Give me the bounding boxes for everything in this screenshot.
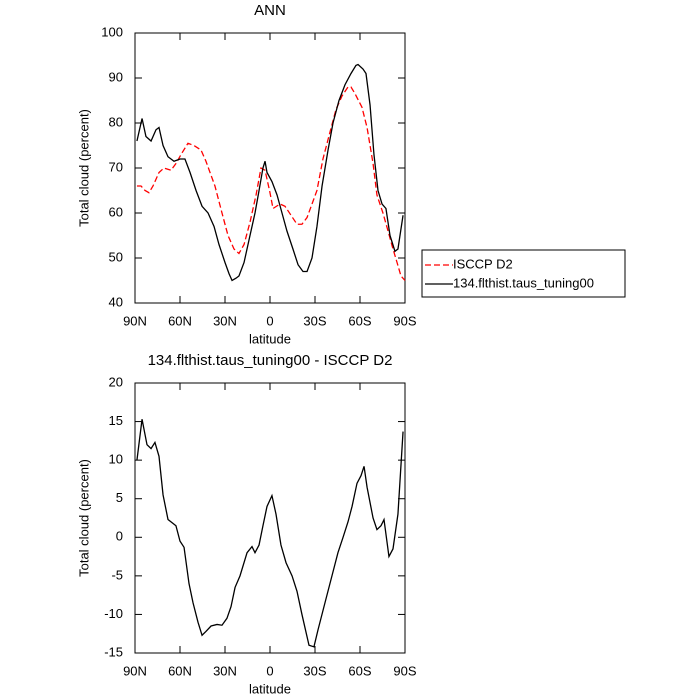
- y-tick-label: 5: [116, 490, 123, 505]
- x-tick-label: 60N: [168, 313, 192, 328]
- y-tick-label: 60: [109, 204, 123, 219]
- y-tick-label: 20: [109, 374, 123, 389]
- x-tick-label: 30S: [303, 663, 326, 678]
- plot-frame: [134, 382, 406, 654]
- x-tick-label: 90N: [123, 663, 147, 678]
- y-tick-label: -15: [104, 644, 123, 659]
- x-tick-label: 30N: [213, 663, 237, 678]
- y-tick-label: 15: [109, 413, 123, 428]
- data-line: [136, 419, 404, 648]
- y-tick-label: 0: [116, 529, 123, 544]
- y-tick-label: 80: [109, 114, 123, 129]
- chart-title: 134.flthist.taus_tuning00 - ISCCP D2: [148, 352, 393, 369]
- data-line: [136, 86, 406, 281]
- x-tick-label: 60S: [348, 313, 371, 328]
- x-tick-label: 90N: [123, 313, 147, 328]
- y-tick-label: 100: [101, 24, 123, 39]
- x-tick-label: 90S: [393, 313, 416, 328]
- plot-frame: [134, 32, 406, 304]
- y-tick-label: 40: [109, 294, 123, 309]
- y-axis-label: Total cloud (percent): [76, 109, 91, 227]
- x-tick-label: 90S: [393, 663, 416, 678]
- legend-label: ISCCP D2: [453, 256, 513, 271]
- x-tick-label: 0: [266, 663, 273, 678]
- y-tick-label: 50: [109, 249, 123, 264]
- x-axis-label: latitude: [249, 681, 291, 696]
- x-axis-label: latitude: [249, 331, 291, 346]
- y-tick-label: 70: [109, 159, 123, 174]
- data-line: [136, 63, 404, 282]
- x-tick-label: 0: [266, 313, 273, 328]
- y-tick-label: -5: [111, 567, 123, 582]
- x-tick-label: 30S: [303, 313, 326, 328]
- y-tick-label: 90: [109, 69, 123, 84]
- y-tick-label: 10: [109, 452, 123, 467]
- x-tick-label: 30N: [213, 313, 237, 328]
- x-tick-label: 60S: [348, 663, 371, 678]
- x-tick-label: 60N: [168, 663, 192, 678]
- y-tick-label: -10: [104, 606, 123, 621]
- chart-title: ANN: [254, 2, 286, 19]
- y-axis-label: Total cloud (percent): [76, 459, 91, 577]
- legend-box: [421, 249, 626, 298]
- legend-label: 134.flthist.taus_tuning00: [453, 275, 594, 290]
